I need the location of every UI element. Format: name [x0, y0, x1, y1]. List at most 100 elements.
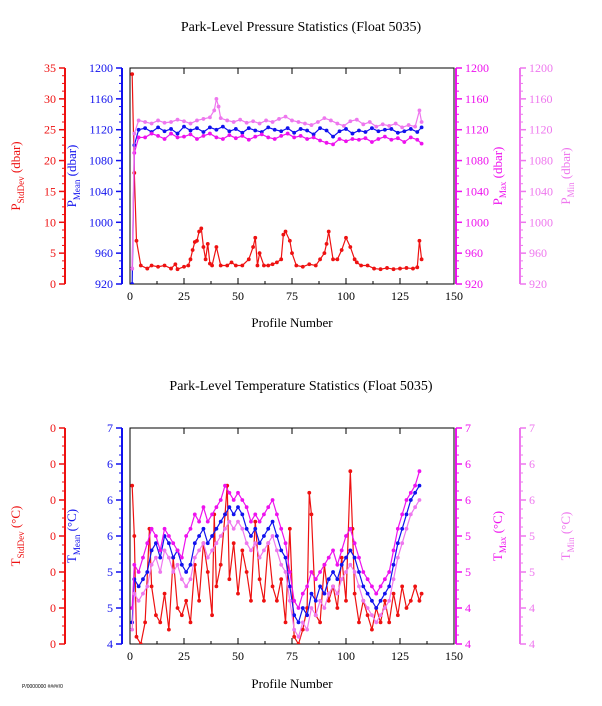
mean-data-point: [335, 577, 340, 582]
min-data-point: [348, 562, 353, 567]
mean-data-point: [408, 498, 413, 502]
x-tick-label: 100: [337, 649, 355, 663]
mean-tick-label: 920: [95, 277, 113, 291]
mean-data-point: [361, 584, 366, 589]
stddev-tick-label: 0: [50, 565, 56, 579]
stddev-data-point: [262, 263, 266, 268]
stddev-data-point: [322, 251, 327, 256]
x-tick-label: 75: [286, 289, 298, 303]
min-data-point: [136, 598, 141, 603]
max-data-point: [339, 548, 344, 553]
stddev-data-point: [283, 229, 288, 234]
max-data-point: [382, 134, 387, 139]
mean-data-point: [141, 577, 145, 582]
min-data-point: [231, 526, 236, 531]
stddev-data-point: [205, 570, 210, 574]
stddev-data-point: [255, 263, 260, 268]
min-tick-label: 1040: [529, 184, 553, 198]
min-data-point: [300, 620, 305, 625]
max-data-point: [370, 140, 374, 144]
x-tick-label: 50: [232, 289, 244, 303]
stddev-data-point: [279, 257, 284, 262]
stddev-data-point: [309, 512, 314, 517]
mean-data-point: [227, 129, 232, 134]
stddev-data-point: [294, 263, 299, 268]
stddev-data-point: [240, 548, 245, 553]
min-data-point: [395, 555, 400, 560]
stddev-data-point: [359, 263, 364, 268]
mean-data-point: [378, 598, 383, 603]
min-data-point: [171, 570, 176, 574]
stddev-data-point: [391, 267, 396, 272]
stddev-data-point: [357, 620, 361, 625]
stddev-data-point: [326, 229, 331, 234]
stddev-axis-label: TStdDev (°C): [8, 506, 26, 567]
stddev-data-point: [266, 263, 271, 268]
min-data-point: [154, 555, 158, 560]
stddev-data-point: [372, 266, 376, 271]
mean-data-point: [417, 483, 422, 488]
max-data-point: [214, 135, 219, 140]
stddev-data-point: [205, 241, 210, 246]
mean-data-point: [382, 591, 387, 596]
min-data-point: [357, 584, 361, 589]
max-data-point: [240, 133, 245, 138]
stddev-data-point: [344, 235, 348, 240]
stddev-data-point: [331, 257, 335, 262]
min-data-point: [380, 122, 385, 127]
max-tick-label: 1080: [465, 154, 489, 168]
stddev-data-point: [188, 620, 193, 625]
min-data-point: [216, 104, 221, 109]
mean-data-point: [279, 129, 284, 134]
mean-data-point: [344, 555, 348, 560]
min-data-point: [266, 541, 271, 546]
min-data-point: [348, 119, 353, 124]
stddev-data-point: [318, 257, 322, 262]
max-data-point: [300, 591, 305, 596]
min-data-point: [361, 598, 366, 603]
max-data-point: [374, 591, 379, 596]
mean-data-point: [309, 591, 314, 596]
mean-data-point: [318, 584, 322, 589]
stddev-data-point: [352, 591, 357, 596]
mean-tick-label: 960: [95, 246, 113, 260]
stddev-data-point: [348, 245, 353, 249]
mean-data-point: [249, 534, 253, 538]
stddev-data-point: [324, 241, 329, 246]
stddev-data-point: [335, 257, 340, 262]
min-data-point: [149, 121, 154, 126]
stddev-data-point: [335, 606, 340, 610]
stddev-tick-label: 0: [50, 601, 56, 615]
max-data-point: [292, 135, 297, 140]
max-data-point: [188, 526, 193, 531]
min-data-point: [328, 118, 333, 123]
x-axis-label: Profile Number: [251, 676, 333, 691]
stddev-data-point: [138, 642, 143, 644]
min-data-point: [262, 548, 266, 553]
max-data-point: [149, 131, 154, 136]
stddev-axis-label-unit: (°C): [8, 506, 23, 532]
stddev-data-point: [173, 262, 178, 267]
min-axis-label-sub: Min: [566, 182, 576, 198]
stddev-data-point: [240, 263, 245, 268]
stddev-data-point: [318, 620, 322, 625]
min-data-point: [201, 541, 206, 546]
min-data-point: [223, 526, 227, 531]
x-tick-label: 100: [337, 289, 355, 303]
min-data-point: [130, 266, 135, 271]
min-data-point: [361, 122, 366, 127]
mean-data-point: [244, 526, 249, 531]
stddev-data-point: [134, 634, 139, 639]
min-tick-label: 1160: [529, 92, 553, 106]
mean-data-point: [175, 131, 180, 136]
mean-data-point: [279, 548, 284, 553]
stddev-series-line: [131, 74, 423, 270]
max-data-point: [145, 541, 150, 546]
max-data-point: [246, 137, 251, 142]
stddev-data-point: [162, 591, 167, 596]
max-data-point: [415, 137, 420, 142]
stddev-data-point: [199, 226, 204, 231]
mean-axis-label-main: P: [64, 200, 79, 207]
min-data-point: [218, 116, 223, 121]
mean-tick-label: 1200: [89, 61, 113, 75]
